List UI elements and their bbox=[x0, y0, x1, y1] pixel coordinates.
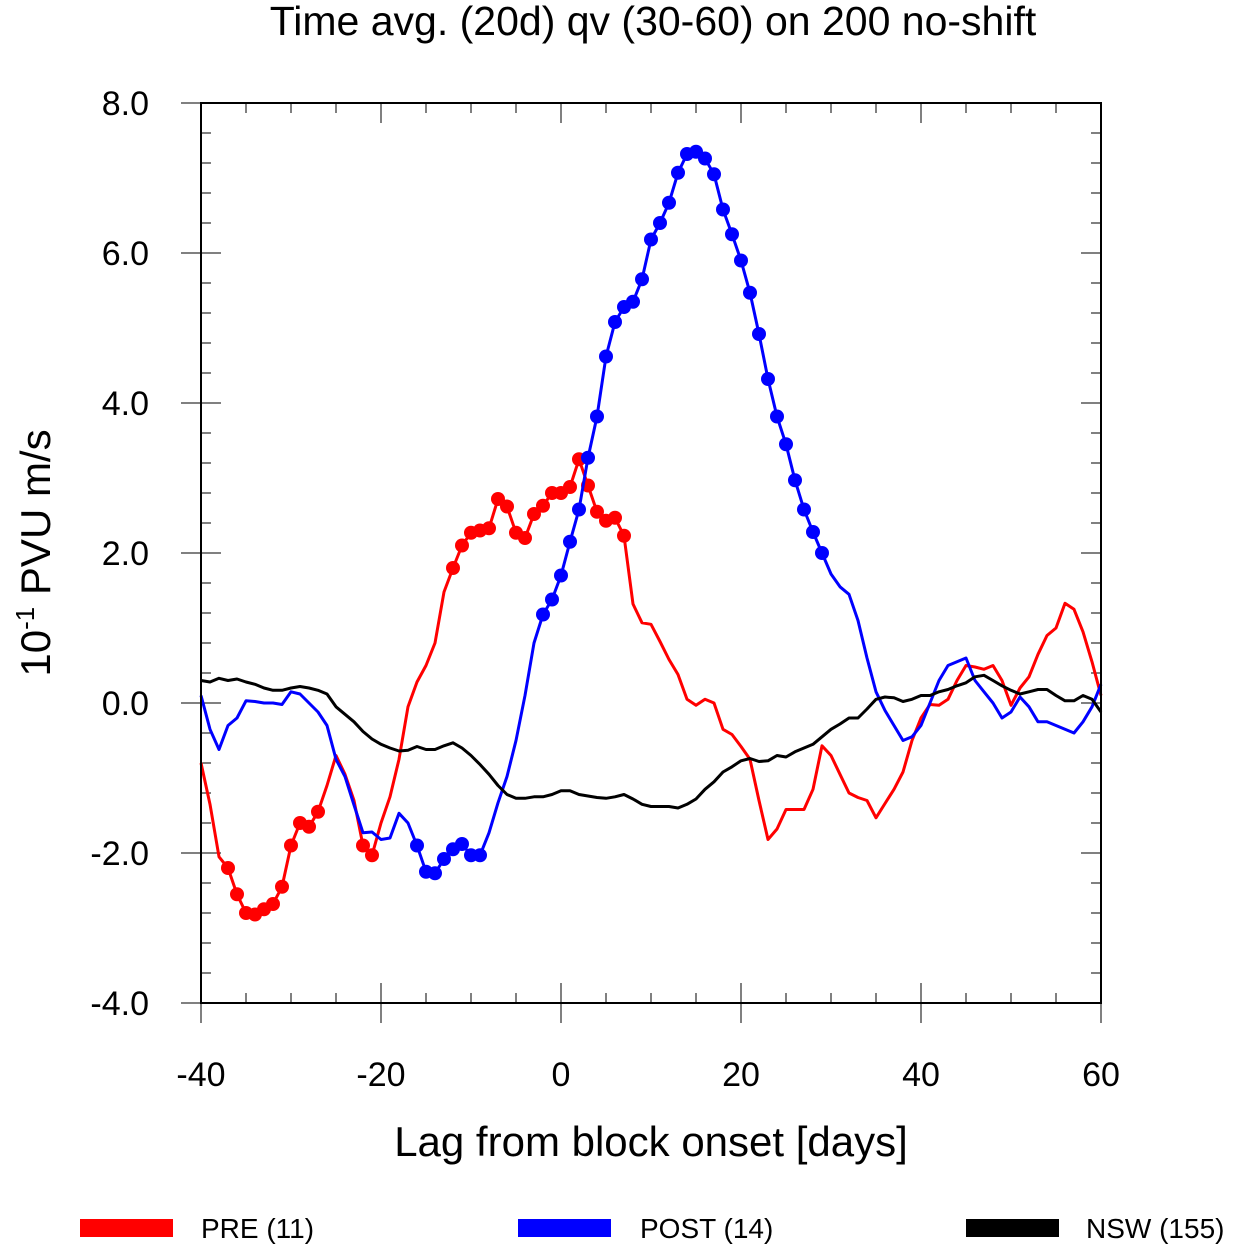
series-point bbox=[482, 521, 496, 536]
series-point bbox=[446, 561, 460, 575]
y-tick-label: 4.0 bbox=[102, 385, 149, 423]
series-point bbox=[455, 538, 469, 553]
series-point bbox=[617, 528, 631, 543]
x-tick-label: -40 bbox=[176, 1056, 225, 1094]
series-point bbox=[716, 202, 730, 217]
series-point bbox=[437, 852, 451, 866]
series-point bbox=[563, 534, 577, 549]
series-point bbox=[644, 232, 658, 247]
series-point bbox=[365, 848, 379, 863]
y-axis-title-base: 10 bbox=[12, 630, 59, 677]
x-tick-label: 60 bbox=[1082, 1056, 1120, 1094]
y-tick-label: 8.0 bbox=[102, 85, 149, 123]
series-point bbox=[275, 879, 289, 894]
series-point bbox=[500, 499, 514, 514]
legend-label: POST (14) bbox=[640, 1213, 773, 1244]
series-point bbox=[599, 349, 613, 364]
y-tick-label: 2.0 bbox=[102, 535, 149, 573]
legend-label: NSW (155) bbox=[1086, 1213, 1224, 1244]
series-point bbox=[527, 507, 541, 521]
y-axis-title-space bbox=[12, 595, 59, 607]
y-tick-label: -2.0 bbox=[90, 835, 149, 873]
series-point bbox=[788, 473, 802, 488]
series-point bbox=[284, 838, 298, 853]
plot-frame bbox=[200, 102, 1102, 1004]
y-axis-title-exponent: -1 bbox=[10, 607, 40, 630]
x-axis-title: Lag from block onset [days] bbox=[394, 1118, 908, 1165]
series-point bbox=[473, 848, 487, 863]
series-line-1 bbox=[199, 150, 1103, 875]
series-point bbox=[707, 167, 721, 182]
series-point bbox=[266, 897, 280, 911]
series-point bbox=[311, 804, 325, 819]
legend-swatch bbox=[966, 1219, 1059, 1237]
series-point bbox=[779, 437, 793, 452]
series-point bbox=[635, 272, 649, 287]
series-point bbox=[455, 837, 469, 851]
tick-labels: -40 -20 0 20 40 60 -4.0 -2.0 0.0 2.0 4.0 6.0 8.0 bbox=[90, 85, 1120, 1094]
series-point bbox=[815, 546, 829, 560]
legend: PRE (11) POST (14) NSW (155) bbox=[80, 1213, 1224, 1244]
legend-label: PRE (11) bbox=[201, 1213, 314, 1244]
series-point bbox=[761, 372, 775, 386]
y-axis-title: 10-1 PVU m/s bbox=[10, 429, 59, 676]
chart-title: Time avg. (20d) qv (30-60) on 200 no-shi… bbox=[270, 0, 1037, 44]
series-point bbox=[608, 510, 622, 525]
y-tick-label: 6.0 bbox=[102, 235, 149, 273]
series-point bbox=[428, 866, 442, 881]
series-point bbox=[653, 216, 667, 230]
legend-swatch bbox=[518, 1219, 611, 1237]
series-point bbox=[797, 502, 811, 517]
series-point bbox=[752, 327, 766, 341]
series-point bbox=[536, 607, 550, 622]
series-point bbox=[590, 409, 604, 424]
series-point bbox=[302, 819, 316, 834]
x-tick-label: 40 bbox=[902, 1056, 940, 1094]
series-point bbox=[743, 285, 757, 300]
y-tick-label: 0.0 bbox=[102, 685, 149, 723]
series-point bbox=[626, 294, 640, 309]
series-point bbox=[770, 409, 784, 424]
series-point bbox=[518, 531, 532, 545]
series-point bbox=[221, 861, 235, 875]
x-tick-label: -20 bbox=[356, 1056, 405, 1094]
series-point bbox=[725, 227, 739, 242]
series-point bbox=[608, 315, 622, 329]
series-point bbox=[734, 253, 748, 268]
legend-swatch bbox=[80, 1219, 173, 1237]
series-point bbox=[230, 887, 244, 902]
x-tick-label: 0 bbox=[552, 1056, 571, 1094]
series-line-0 bbox=[199, 457, 1103, 916]
series-point bbox=[572, 502, 586, 517]
series-point bbox=[581, 450, 595, 465]
y-axis-title-unit: PVU m/s bbox=[12, 429, 59, 595]
series-point bbox=[698, 151, 712, 166]
series-point bbox=[662, 195, 676, 210]
series-line-2 bbox=[200, 673, 1103, 810]
series-point bbox=[554, 568, 568, 583]
series-point bbox=[563, 480, 577, 494]
x-tick-label: 20 bbox=[722, 1056, 760, 1094]
series-point bbox=[806, 525, 820, 539]
axis-ticks bbox=[181, 102, 1102, 1023]
series-point bbox=[536, 498, 550, 513]
series-point bbox=[356, 838, 370, 853]
series-layer bbox=[199, 144, 1103, 922]
series-point bbox=[410, 838, 424, 853]
series-point bbox=[545, 592, 559, 607]
series-point bbox=[590, 504, 604, 519]
y-tick-label: -4.0 bbox=[90, 985, 149, 1023]
series-point bbox=[671, 165, 685, 180]
